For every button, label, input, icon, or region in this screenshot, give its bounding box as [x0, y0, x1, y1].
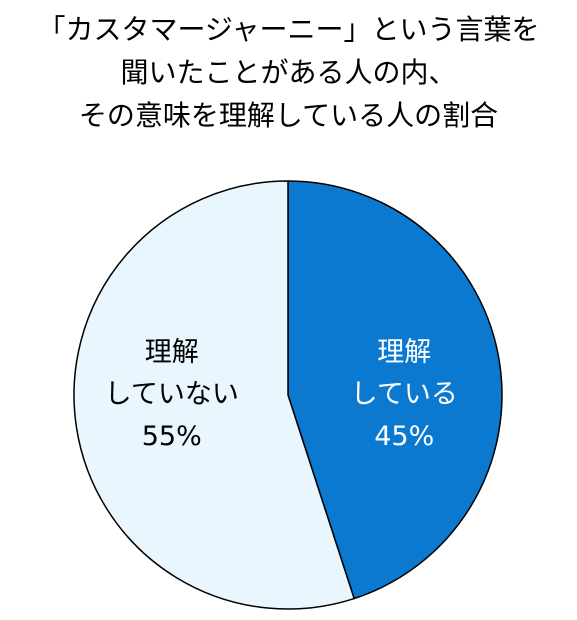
slice-label: 理解 していない 55%: [72, 332, 272, 458]
value-label: 45%: [374, 421, 435, 452]
pie-slice: [73, 180, 356, 610]
category-label: 理解 していない: [104, 337, 239, 410]
pie-slice: [287, 180, 503, 600]
slice-label: 理解 している 45%: [304, 332, 504, 458]
chart-title: 「カスタマージャーニー」という言葉を 聞いたことがある人の内、 その意味を理解し…: [37, 13, 540, 132]
value-label: 55%: [141, 421, 202, 452]
category-label: 理解 している: [350, 337, 458, 410]
